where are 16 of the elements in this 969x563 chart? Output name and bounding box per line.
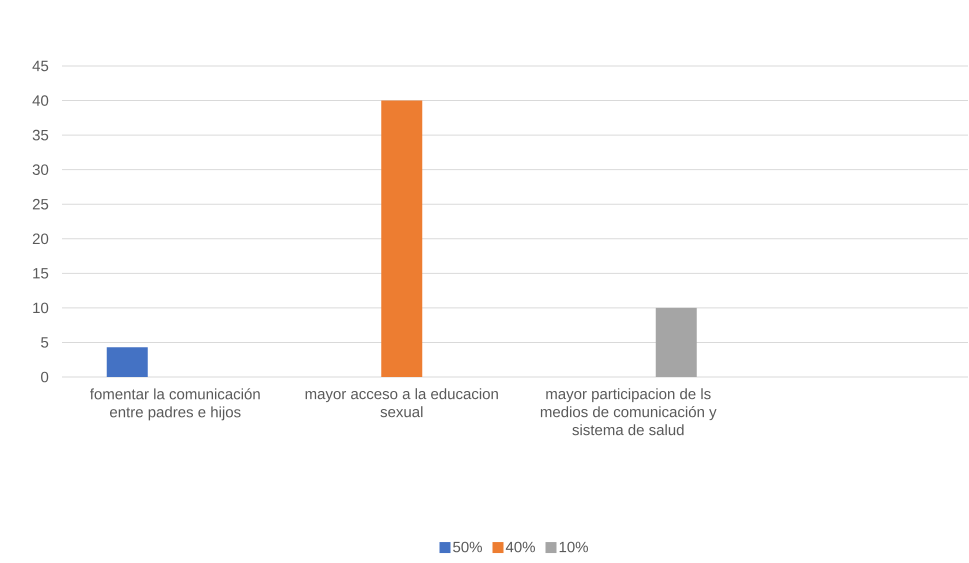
y-tick-label: 5 (41, 337, 48, 348)
y-tick-label: 45 (32, 60, 48, 72)
y-tick-label: 10 (33, 302, 48, 314)
x-tick-label: fomentar la comunicación entre padres e hijos (90, 388, 260, 420)
legend-label: 10% (560, 542, 588, 552)
y-tick-label: 0 (41, 372, 48, 382)
legend-label: 40% (506, 542, 535, 552)
y-tick-label: 30 (32, 164, 48, 175)
y-tick-label: 20 (32, 233, 48, 244)
y-tick-label: 35 (32, 130, 48, 140)
x-tick-label: mayor participacion de ls medios de comunicación y sistema de salud (540, 388, 717, 436)
y-tick-label: 25 (32, 198, 48, 210)
y-tick-label: 40 (32, 95, 48, 106)
x-tick-label: mayor acceso a la educacion sexual (306, 388, 498, 418)
legend-label: 50% (453, 542, 482, 552)
y-tick-label: 15 (33, 268, 48, 279)
